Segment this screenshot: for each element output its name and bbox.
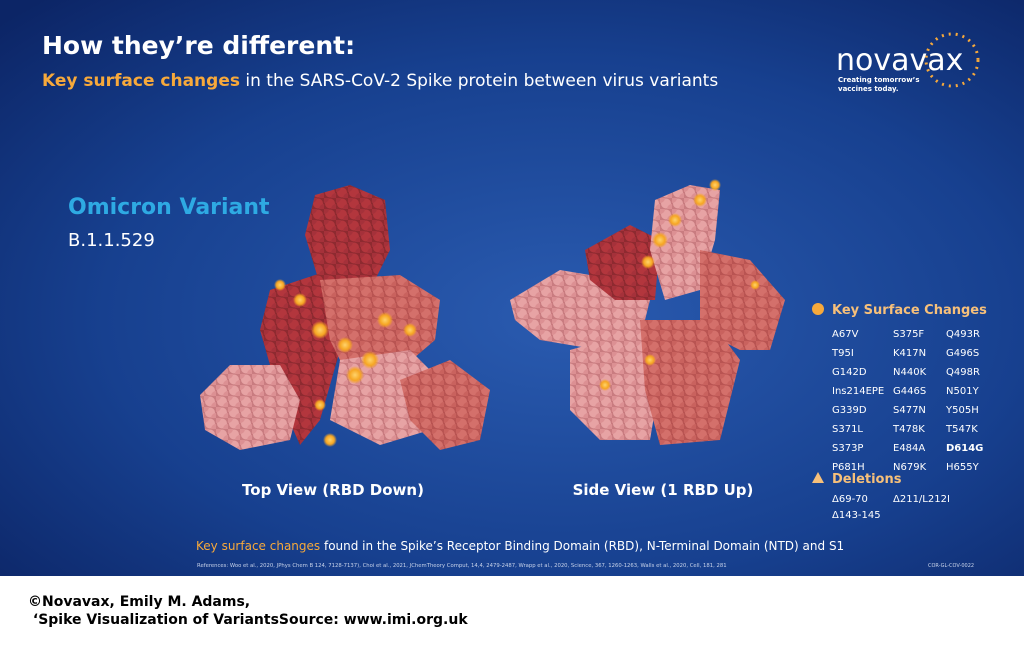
surface-change: Q493R <box>946 329 980 340</box>
logo-tagline: Creating tomorrow’s <box>838 76 920 84</box>
surface-change: K417N <box>893 348 926 359</box>
subtitle-rest: in the SARS-CoV-2 Spike protein between … <box>240 71 718 91</box>
surface-change: A67V <box>832 329 859 340</box>
surface-change: G496S <box>946 348 979 359</box>
document-code: COR-GL-COV-0022 <box>928 563 974 569</box>
surface-change: N501Y <box>946 386 980 397</box>
surface-change: Ins214EPE <box>832 386 884 397</box>
surface-change: P681H <box>832 462 865 473</box>
view-label: Side View (1 RBD Up) <box>573 481 754 499</box>
surface-change-highlights <box>274 179 760 447</box>
background <box>0 0 1024 576</box>
surface-change: D614G <box>946 443 983 454</box>
surface-change: S477N <box>893 405 926 416</box>
surface-change: G446S <box>893 386 926 397</box>
surface-change: S373P <box>832 443 863 454</box>
credit: ©Novavax, Emily M. Adams, <box>28 594 250 610</box>
changes-list: A67V T95I G142D Ins214EPE G339D S371L S373P P68… <box>831 329 983 473</box>
logo: novavax Creating tomorrow’s vaccines tod… <box>836 32 980 93</box>
deletion: Δ211/L212I <box>893 494 950 505</box>
subtitle: Key surface changes in the SARS-CoV-2 Sp… <box>42 71 718 91</box>
deletion: Δ143-145 <box>832 510 881 521</box>
surface-change: Y505H <box>945 405 979 416</box>
side-view-protein <box>510 185 785 445</box>
credit: ‘Spike Visualization of VariantsSource: … <box>28 612 468 628</box>
surface-change: N679K <box>893 462 927 473</box>
footer-note: Key surface changes found in the Spike’s… <box>196 539 844 553</box>
surface-change: T547K <box>945 424 978 435</box>
logo-ring <box>924 32 980 88</box>
surface-change: E484A <box>893 443 925 454</box>
footer-highlight: Key surface changes <box>196 539 320 553</box>
surface-change: Q498R <box>946 367 980 378</box>
surface-change: S371L <box>832 424 863 435</box>
surface-change: S375F <box>893 329 924 340</box>
surface-change: T478K <box>892 424 925 435</box>
changes-title: Key Surface Changes <box>832 303 987 318</box>
view-label: Top View (RBD Down) <box>242 481 424 499</box>
logo-tagline: vaccines today. <box>838 85 899 93</box>
deletion: Δ69-70 <box>832 494 868 505</box>
deletions-title: Deletions <box>832 472 902 487</box>
variant-lineage: B.1.1.529 <box>68 230 155 251</box>
top-view-protein <box>200 185 490 450</box>
surface-change: H655Y <box>946 462 980 473</box>
footer-rest: found in the Spike’s Receptor Binding Do… <box>320 539 844 553</box>
changes-icon <box>812 303 824 315</box>
variant-name: Omicron Variant <box>68 195 270 220</box>
surface-change: G339D <box>832 405 867 416</box>
deletions-icon <box>812 472 824 483</box>
title: How they’re different: <box>42 31 355 60</box>
surface-change: G142D <box>832 367 867 378</box>
surface-change: N440K <box>893 367 927 378</box>
subtitle-highlight: Key surface changes <box>42 71 240 91</box>
surface-change: T95I <box>831 348 854 359</box>
references: References: Woo et al., 2020, JPhys Chem… <box>197 563 727 569</box>
logo-name: novavax <box>836 43 963 78</box>
